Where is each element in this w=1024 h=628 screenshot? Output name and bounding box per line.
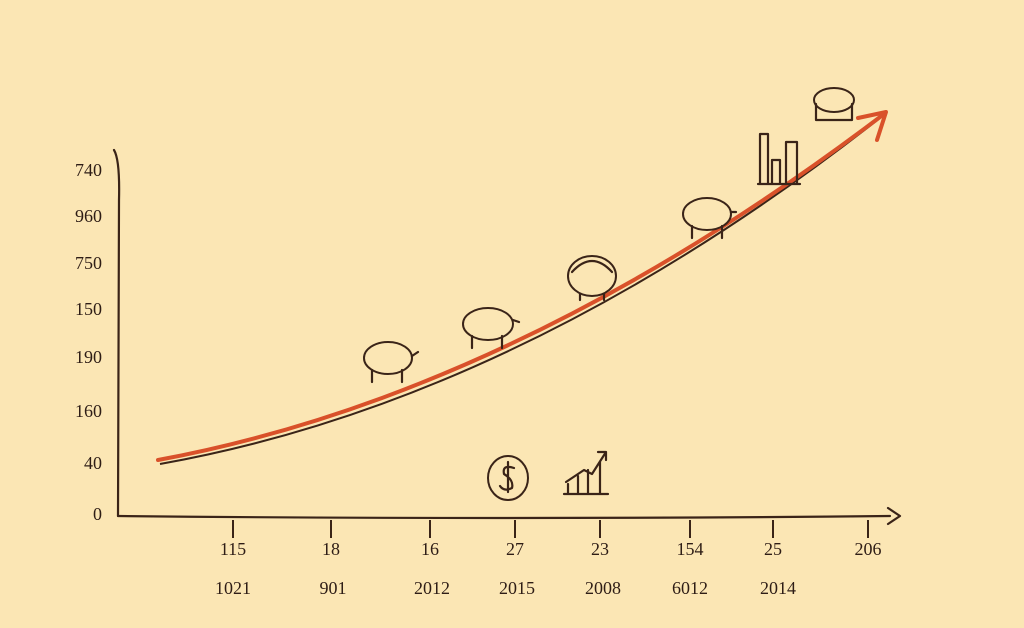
y-axis-label: 160 bbox=[75, 401, 102, 421]
x-axis-arrow bbox=[886, 506, 902, 526]
piggy-bank-icon bbox=[363, 341, 420, 384]
x-axis-label: 154 bbox=[677, 539, 704, 559]
x-axis bbox=[116, 514, 892, 520]
x-axis-sublabel: 1021 bbox=[215, 578, 251, 598]
y-axis-label: 740 bbox=[75, 160, 102, 180]
curve-shadow bbox=[159, 117, 881, 465]
x-axis-label: 23 bbox=[591, 539, 609, 559]
growth-curve bbox=[156, 112, 886, 462]
y-axis-label: 40 bbox=[84, 453, 102, 473]
y-axis-label: 190 bbox=[75, 347, 102, 367]
coin-stack-icon bbox=[813, 87, 855, 122]
bar-chart-icon bbox=[756, 132, 802, 186]
x-axis-sublabel: 2012 bbox=[414, 578, 450, 598]
y-axis-label: 750 bbox=[75, 253, 102, 273]
growth-chart-icon bbox=[562, 450, 610, 496]
x-axis-sublabel: 6012 bbox=[672, 578, 708, 598]
x-axis-label: 115 bbox=[220, 539, 246, 559]
x-axis-label: 206 bbox=[855, 539, 882, 559]
piggy-bank-icon bbox=[462, 307, 521, 350]
x-axis-sublabel: 2014 bbox=[760, 578, 796, 598]
y-axis bbox=[112, 148, 121, 518]
x-axis-label: 18 bbox=[322, 539, 340, 559]
x-axis-label: 25 bbox=[764, 539, 782, 559]
piggy-bank-icon bbox=[682, 197, 738, 240]
x-axis-label: 27 bbox=[506, 539, 524, 559]
y-axis-label: 150 bbox=[75, 299, 102, 319]
x-axis-label: 16 bbox=[421, 539, 439, 559]
y-axis-label: 960 bbox=[75, 206, 102, 226]
x-axis-sublabel: 2008 bbox=[585, 578, 621, 598]
y-axis-label: 0 bbox=[93, 504, 102, 524]
x-axis-sublabel: 901 bbox=[320, 578, 347, 598]
x-axis-sublabel: 2015 bbox=[499, 578, 535, 598]
money-bag-icon bbox=[487, 455, 529, 501]
coin-icon bbox=[567, 255, 617, 302]
curve-arrowhead bbox=[856, 110, 888, 142]
